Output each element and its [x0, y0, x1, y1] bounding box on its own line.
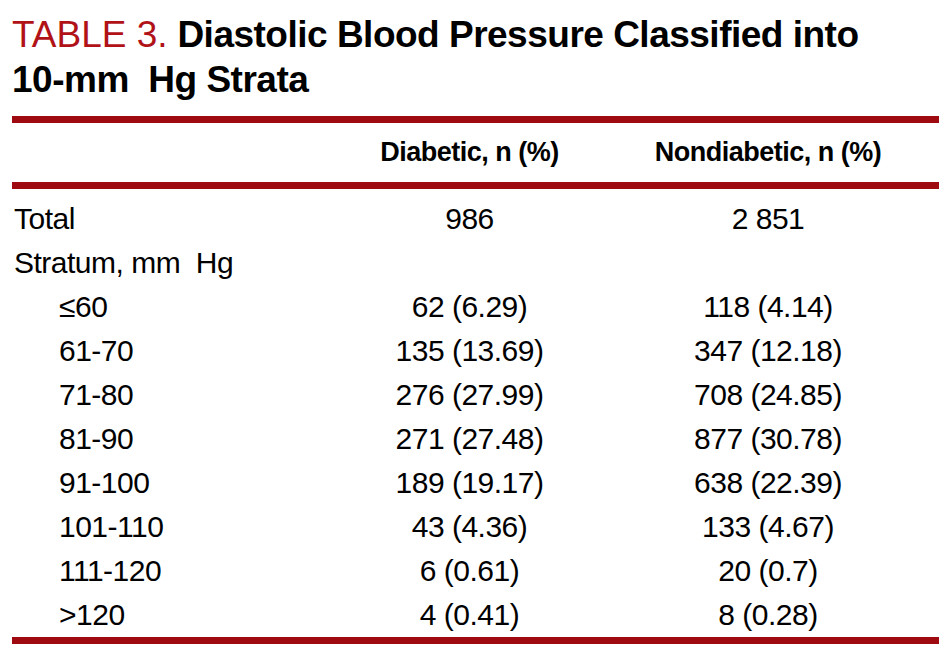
table-row: 101-110 43 (4.36) 133 (4.67) — [12, 505, 939, 549]
row-label: 101-110 — [12, 505, 342, 549]
diabetic-value: 135 (13.69) — [342, 329, 597, 373]
table-row-stratum-heading: Stratum, mm Hg — [12, 241, 939, 285]
nondiabetic-value: 20 (0.7) — [597, 549, 939, 593]
header-rule — [12, 182, 939, 189]
nondiabetic-value: 8 (0.28) — [597, 593, 939, 637]
row-label: Stratum, mm Hg — [12, 241, 342, 285]
table-row: 111-120 6 (0.61) 20 (0.7) — [12, 549, 939, 593]
row-label: 111-120 — [12, 549, 342, 593]
row-label: 81-90 — [12, 417, 342, 461]
diabetic-value: 271 (27.48) — [342, 417, 597, 461]
table-number-label: TABLE 3. — [12, 14, 168, 55]
table-header-row: Diabetic, n (%) Nondiabetic, n (%) — [12, 123, 939, 182]
nondiabetic-value: 133 (4.67) — [597, 505, 939, 549]
table-row: ≤60 62 (6.29) 118 (4.14) — [12, 285, 939, 329]
row-label: 61-70 — [12, 329, 342, 373]
table-row-total: Total 986 2 851 — [12, 197, 939, 241]
diabetic-value: 276 (27.99) — [342, 373, 597, 417]
table-row: 81-90 271 (27.48) 877 (30.78) — [12, 417, 939, 461]
nondiabetic-value: 347 (12.18) — [597, 329, 939, 373]
table-body: Total 986 2 851 Stratum, mm Hg ≤60 62 (6… — [12, 197, 939, 637]
row-label: 91-100 — [12, 461, 342, 505]
table-title-line1: Diastolic Blood Pressure Classified into — [177, 14, 858, 55]
table-row: >120 4 (0.41) 8 (0.28) — [12, 593, 939, 637]
nondiabetic-value: 877 (30.78) — [597, 417, 939, 461]
table-title-line2: 10-mm Hg Strata — [12, 57, 939, 102]
table-row: 61-70 135 (13.69) 347 (12.18) — [12, 329, 939, 373]
diabetic-value: 62 (6.29) — [342, 285, 597, 329]
top-rule — [12, 116, 939, 123]
header-nondiabetic-column: Nondiabetic, n (%) — [597, 137, 939, 168]
diabetic-value: 189 (19.17) — [342, 461, 597, 505]
nondiabetic-value: 118 (4.14) — [597, 285, 939, 329]
row-label: ≤60 — [12, 285, 342, 329]
nondiabetic-value: 2 851 — [597, 197, 939, 241]
row-label: Total — [12, 197, 342, 241]
table-row: 91-100 189 (19.17) 638 (22.39) — [12, 461, 939, 505]
nondiabetic-value: 708 (24.85) — [597, 373, 939, 417]
diabetic-value: 43 (4.36) — [342, 505, 597, 549]
row-label: >120 — [12, 593, 342, 637]
header-diabetic-column: Diabetic, n (%) — [342, 137, 597, 168]
table-title: TABLE 3. Diastolic Blood Pressure Classi… — [12, 12, 939, 57]
paper-table-figure: TABLE 3. Diastolic Blood Pressure Classi… — [0, 0, 949, 666]
diabetic-value: 6 (0.61) — [342, 549, 597, 593]
bottom-rule — [12, 637, 939, 644]
diabetic-value: 986 — [342, 197, 597, 241]
row-label: 71-80 — [12, 373, 342, 417]
nondiabetic-value: 638 (22.39) — [597, 461, 939, 505]
diabetic-value: 4 (0.41) — [342, 593, 597, 637]
table-row: 71-80 276 (27.99) 708 (24.85) — [12, 373, 939, 417]
